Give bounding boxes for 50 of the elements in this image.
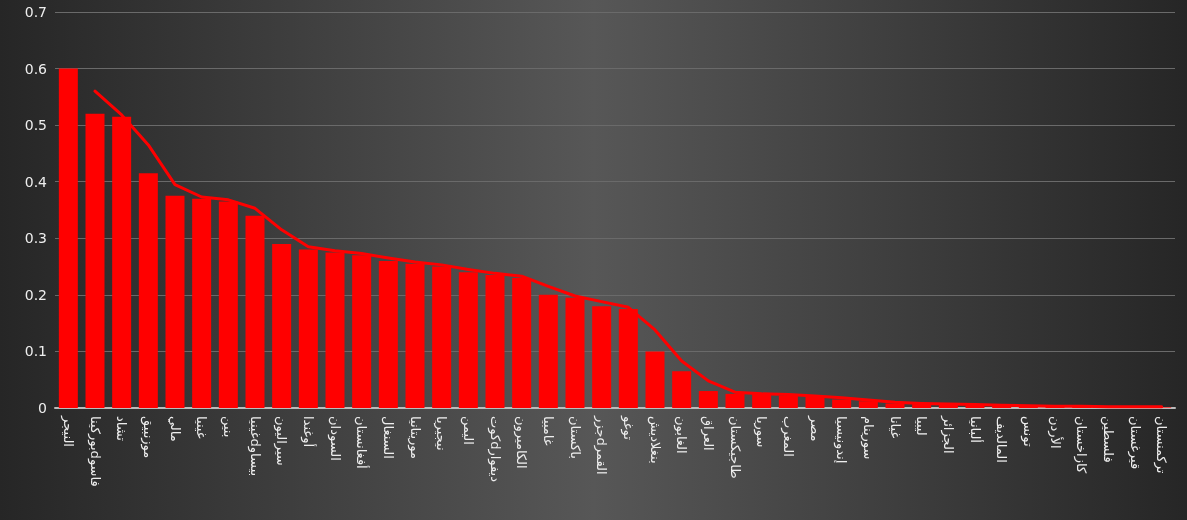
x-tick-label: بنين [219,416,236,438]
x-tick-label: السودان [326,416,343,461]
x-tick-label: جزرdالقمر [593,415,610,475]
x-tick-label: الكاميرون [513,416,530,469]
x-tick-label: العراق [699,416,716,451]
x-tick-label: موريتانيا [406,416,423,459]
y-tick-label: 0.7 [24,4,47,20]
x-tick-label: غينيا [194,416,210,439]
x-tick-label: بنغلاديش [646,416,663,464]
x-tick-label: غيانا [887,416,903,439]
x-tick-label: المالديف [994,416,1010,463]
x-tick-label: تونس [1019,416,1036,447]
x-tick-label: فلسطين [1099,416,1116,463]
x-tick-label: غينياdبيساو [246,416,263,477]
x-tick-label: الغابون [673,416,690,454]
x-tick-label: تركمنستان [1153,416,1170,474]
x-tick-label: مالي [167,416,183,442]
x-tick-label: ألبانيا [967,416,984,443]
x-tick-label: موزنبيق [139,416,156,459]
x-tick-label: أوغندا [299,416,317,448]
x-tick-label: سوريا [753,416,770,448]
x-tick-label: السنغال [380,416,396,459]
x-tick-label: باكستان [567,416,583,459]
x-tick-label: النيجر [59,415,76,447]
x-tick-label: سيراليون [273,416,290,466]
y-tick-label: 0.6 [24,60,48,77]
x-tick-label: الأردن [1046,416,1064,449]
x-tick-label: أفغانستان [354,416,371,469]
x-tick-label: المغرب [779,416,796,457]
x-tick-label: قيرغستان [1126,416,1143,470]
x-tick-label: ليبيا [914,416,930,436]
y-tick-label: 0.2 [24,286,47,303]
x-tick-label: غامبيا [540,416,556,446]
x-tick-label: كوتdديفوار [486,416,503,483]
y-tick-label: 0.5 [24,117,47,134]
x-tick-label: إندونيسيا [833,416,850,464]
x-tick-label: مصر [806,415,823,442]
x-tick-label: بوركيناdفاسو [86,416,103,487]
x-tick-label: كازاخستان [1073,416,1090,474]
y-tick-label: 0.3 [24,230,47,247]
y-tick-label: 0.1 [24,343,47,360]
x-tick-label: اليمن [459,416,476,445]
x-tick-label: الجزائر [939,415,956,454]
x-tick-label: نيجيريا [433,416,450,451]
x-tick-label: سورينام [859,416,876,460]
y-tick-label: 0.4 [24,173,48,190]
x-tick-label: طاجيكستان [727,416,743,479]
x-tick-label: توغو [619,415,636,441]
x-tick-label: تشاد [114,416,130,442]
y-tick-label: 0 [38,400,47,416]
